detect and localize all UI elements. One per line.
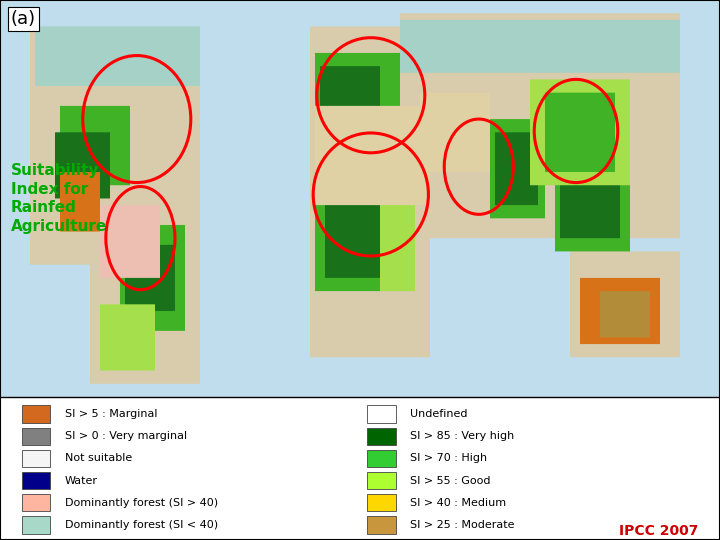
- FancyBboxPatch shape: [367, 406, 396, 423]
- Text: Undefined: Undefined: [410, 409, 468, 419]
- FancyBboxPatch shape: [367, 472, 396, 489]
- FancyBboxPatch shape: [367, 494, 396, 511]
- Text: SI > 0 : Very marginal: SI > 0 : Very marginal: [65, 431, 187, 441]
- FancyBboxPatch shape: [22, 428, 50, 445]
- Text: (a): (a): [11, 10, 36, 28]
- Text: SI > 70 : High: SI > 70 : High: [410, 454, 487, 463]
- FancyBboxPatch shape: [22, 516, 50, 534]
- FancyBboxPatch shape: [22, 406, 50, 423]
- Text: SI > 40 : Medium: SI > 40 : Medium: [410, 498, 507, 508]
- FancyBboxPatch shape: [367, 428, 396, 445]
- Text: Dominantly forest (SI > 40): Dominantly forest (SI > 40): [65, 498, 218, 508]
- FancyBboxPatch shape: [22, 494, 50, 511]
- Text: SI > 5 : Marginal: SI > 5 : Marginal: [65, 409, 157, 419]
- Text: SI > 25 : Moderate: SI > 25 : Moderate: [410, 520, 515, 530]
- Text: Water: Water: [65, 476, 98, 485]
- FancyBboxPatch shape: [367, 450, 396, 467]
- Text: SI > 55 : Good: SI > 55 : Good: [410, 476, 491, 485]
- FancyBboxPatch shape: [22, 472, 50, 489]
- FancyBboxPatch shape: [22, 450, 50, 467]
- Text: Dominantly forest (SI < 40): Dominantly forest (SI < 40): [65, 520, 218, 530]
- Text: Not suitable: Not suitable: [65, 454, 132, 463]
- Text: Suitability
Index for
Rainfed
Agriculture: Suitability Index for Rainfed Agricultur…: [11, 163, 107, 234]
- FancyBboxPatch shape: [367, 516, 396, 534]
- Text: SI > 85 : Very high: SI > 85 : Very high: [410, 431, 515, 441]
- Text: IPCC 2007: IPCC 2007: [619, 524, 698, 538]
